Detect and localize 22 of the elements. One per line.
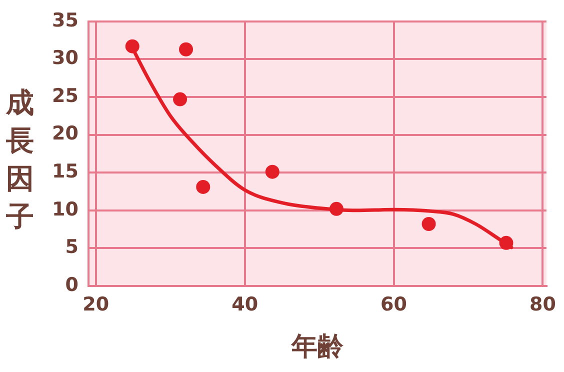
y-tick-label: 25 bbox=[52, 84, 78, 107]
y-tick-label: 10 bbox=[52, 198, 78, 220]
point bbox=[265, 164, 280, 179]
y-tick-label: 20 bbox=[52, 122, 78, 145]
x-tick-label: 80 bbox=[529, 293, 556, 316]
point bbox=[179, 42, 193, 56]
point bbox=[125, 39, 140, 54]
x-tick-label: 40 bbox=[232, 293, 258, 316]
y-axis-title: 成長因子 bbox=[6, 85, 35, 235]
x-axis-title: 年齢 bbox=[290, 332, 344, 362]
point bbox=[196, 180, 210, 194]
point bbox=[499, 236, 514, 250]
y-tick-label: 30 bbox=[52, 47, 78, 70]
x-tick-label: 60 bbox=[380, 293, 408, 316]
y-tick-label: 5 bbox=[65, 236, 78, 258]
point bbox=[173, 92, 188, 106]
y-tick-label: 35 bbox=[52, 9, 78, 32]
point bbox=[329, 202, 344, 216]
point bbox=[422, 217, 436, 232]
x-tick-label: 20 bbox=[82, 293, 110, 316]
y-tick-label: 0 bbox=[65, 274, 78, 296]
y-tick-label: 15 bbox=[52, 160, 78, 183]
